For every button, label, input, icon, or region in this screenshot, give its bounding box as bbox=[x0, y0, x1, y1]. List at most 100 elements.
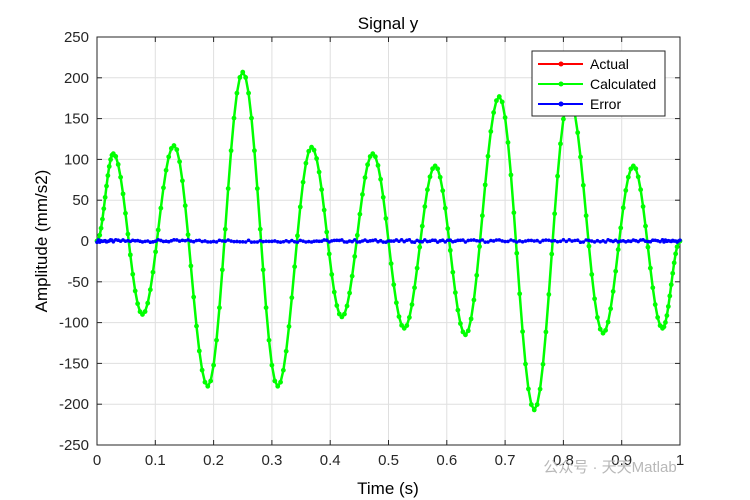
data-point-calculated bbox=[674, 244, 680, 250]
data-point-calculated bbox=[663, 320, 668, 325]
data-point-calculated bbox=[491, 110, 497, 115]
data-point-error bbox=[549, 239, 554, 243]
data-point-error bbox=[284, 238, 288, 243]
data-point-calculated bbox=[130, 271, 136, 277]
y-tick-label: -150 bbox=[59, 355, 89, 372]
data-point-calculated bbox=[610, 288, 616, 294]
data-point-calculated bbox=[668, 282, 674, 288]
watermark-text: 公众号 · 天天Matlab bbox=[543, 459, 676, 476]
data-point-calculated bbox=[311, 147, 317, 153]
data-point-error bbox=[561, 238, 566, 242]
data-point-calculated bbox=[458, 321, 463, 326]
data-point-error bbox=[678, 238, 682, 242]
data-point-calculated bbox=[578, 154, 583, 160]
data-point-error bbox=[541, 238, 545, 243]
data-point-error bbox=[264, 239, 268, 244]
data-point-calculated bbox=[647, 265, 653, 271]
data-point-calculated bbox=[417, 244, 423, 250]
data-point-error bbox=[520, 239, 525, 244]
data-point-calculated bbox=[219, 267, 225, 273]
data-point-calculated bbox=[520, 329, 525, 334]
data-point-calculated bbox=[375, 162, 381, 168]
data-point-calculated bbox=[202, 379, 208, 385]
data-point-calculated bbox=[106, 164, 112, 169]
data-point-calculated bbox=[342, 311, 347, 317]
data-point-calculated bbox=[344, 303, 350, 309]
data-point-calculated bbox=[388, 261, 394, 266]
data-point-error bbox=[229, 239, 233, 243]
x-tick-label: 0.9 bbox=[611, 452, 632, 469]
data-point-calculated bbox=[243, 75, 249, 80]
data-point-error bbox=[417, 239, 422, 244]
data-point-error bbox=[472, 238, 476, 242]
data-point-error bbox=[255, 240, 260, 244]
data-point-calculated bbox=[586, 243, 592, 249]
data-point-error bbox=[252, 240, 257, 244]
data-point-error bbox=[290, 238, 294, 243]
data-point-error bbox=[480, 238, 485, 242]
data-point-error bbox=[238, 240, 242, 244]
data-point-calculated bbox=[120, 191, 126, 197]
data-point-error bbox=[373, 238, 378, 242]
data-point-calculated bbox=[347, 290, 352, 296]
data-point-calculated bbox=[652, 302, 658, 307]
data-point-calculated bbox=[427, 174, 433, 180]
data-point-calculated bbox=[237, 75, 243, 80]
data-point-calculated bbox=[228, 148, 234, 154]
data-point-error bbox=[203, 239, 207, 243]
data-point-calculated bbox=[257, 226, 263, 232]
data-point-calculated bbox=[546, 291, 552, 297]
data-point-calculated bbox=[113, 154, 119, 159]
data-point-calculated bbox=[196, 348, 202, 354]
data-point-calculated bbox=[378, 176, 384, 182]
data-point-error bbox=[180, 238, 185, 243]
data-point-error bbox=[547, 238, 551, 243]
legend-label-error: Error bbox=[590, 96, 621, 112]
data-point-calculated bbox=[479, 213, 485, 219]
data-point-error bbox=[335, 238, 339, 243]
data-point-calculated bbox=[142, 309, 148, 314]
data-point-calculated bbox=[283, 348, 289, 354]
data-point-calculated bbox=[511, 210, 517, 216]
data-point-calculated bbox=[217, 305, 222, 311]
data-point-calculated bbox=[623, 188, 629, 193]
data-point-calculated bbox=[502, 115, 508, 120]
data-point-error bbox=[506, 239, 510, 244]
data-point-error bbox=[567, 238, 572, 242]
data-point-error bbox=[494, 238, 499, 242]
data-point-error bbox=[477, 239, 482, 243]
data-point-error bbox=[575, 238, 580, 242]
data-point-calculated bbox=[555, 173, 560, 179]
data-point-error bbox=[399, 237, 404, 242]
data-point-calculated bbox=[180, 178, 185, 184]
data-point-calculated bbox=[605, 319, 611, 325]
data-point-error bbox=[461, 238, 465, 242]
data-point-error bbox=[298, 238, 303, 243]
data-point-calculated bbox=[275, 383, 281, 389]
data-point-error bbox=[355, 240, 360, 244]
data-point-calculated bbox=[404, 323, 410, 328]
data-point-calculated bbox=[618, 225, 624, 231]
series-calculated bbox=[94, 69, 683, 413]
data-point-error bbox=[197, 238, 202, 243]
y-tick-label: 100 bbox=[64, 151, 89, 168]
y-tick-label: -200 bbox=[59, 396, 89, 413]
data-point-error bbox=[587, 238, 591, 243]
data-point-calculated bbox=[260, 267, 266, 273]
data-point-error bbox=[573, 238, 577, 243]
data-point-calculated bbox=[360, 192, 365, 197]
data-point-error bbox=[306, 239, 311, 244]
data-point-error bbox=[523, 239, 528, 243]
data-point-calculated bbox=[319, 187, 325, 192]
data-point-error bbox=[412, 240, 417, 245]
data-point-calculated bbox=[174, 147, 180, 153]
data-point-error bbox=[246, 238, 251, 243]
y-tick-label: -50 bbox=[67, 274, 89, 291]
data-point-error bbox=[584, 238, 588, 242]
y-tick-label: 150 bbox=[64, 111, 89, 128]
data-point-error bbox=[304, 240, 308, 244]
data-point-calculated bbox=[266, 337, 272, 343]
y-axis-label: Amplitude (mm/s2) bbox=[32, 170, 51, 313]
data-point-calculated bbox=[329, 272, 335, 277]
data-point-calculated bbox=[104, 183, 109, 189]
